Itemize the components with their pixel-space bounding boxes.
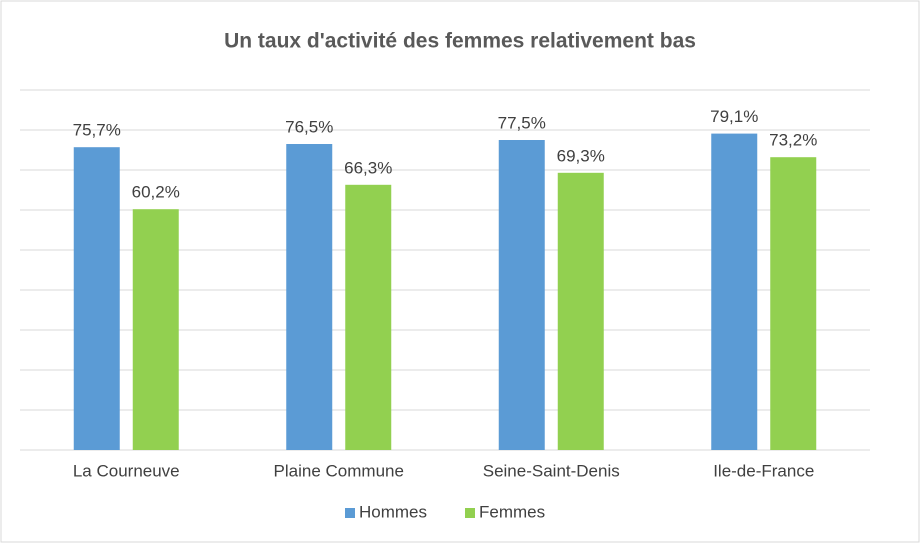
bar	[132, 209, 179, 450]
bar	[770, 157, 817, 450]
x-tick-label: Seine-Saint-Denis	[483, 461, 620, 480]
value-label: 77,5%	[498, 113, 546, 132]
bar	[73, 147, 120, 450]
bar	[711, 133, 758, 450]
bar	[557, 172, 604, 451]
value-label: 66,3%	[344, 158, 392, 177]
value-label: 79,1%	[710, 107, 758, 126]
x-tick-label: Plaine Commune	[274, 461, 404, 480]
value-label: 69,3%	[557, 146, 605, 165]
bar	[345, 184, 392, 451]
legend-swatch	[465, 508, 475, 518]
chart-title: Un taux d'activité des femmes relativeme…	[224, 30, 696, 53]
legend-label: Hommes	[359, 502, 427, 521]
value-label: 60,2%	[132, 183, 180, 202]
legend-label: Femmes	[479, 502, 545, 521]
value-label: 75,7%	[73, 121, 121, 140]
x-tick-label: La Courneuve	[73, 461, 180, 480]
value-label: 73,2%	[769, 131, 817, 150]
value-label: 76,5%	[285, 117, 333, 136]
bar	[498, 140, 545, 450]
x-tick-label: Ile-de-France	[713, 461, 814, 480]
legend-swatch	[345, 508, 355, 518]
bar	[286, 144, 333, 450]
